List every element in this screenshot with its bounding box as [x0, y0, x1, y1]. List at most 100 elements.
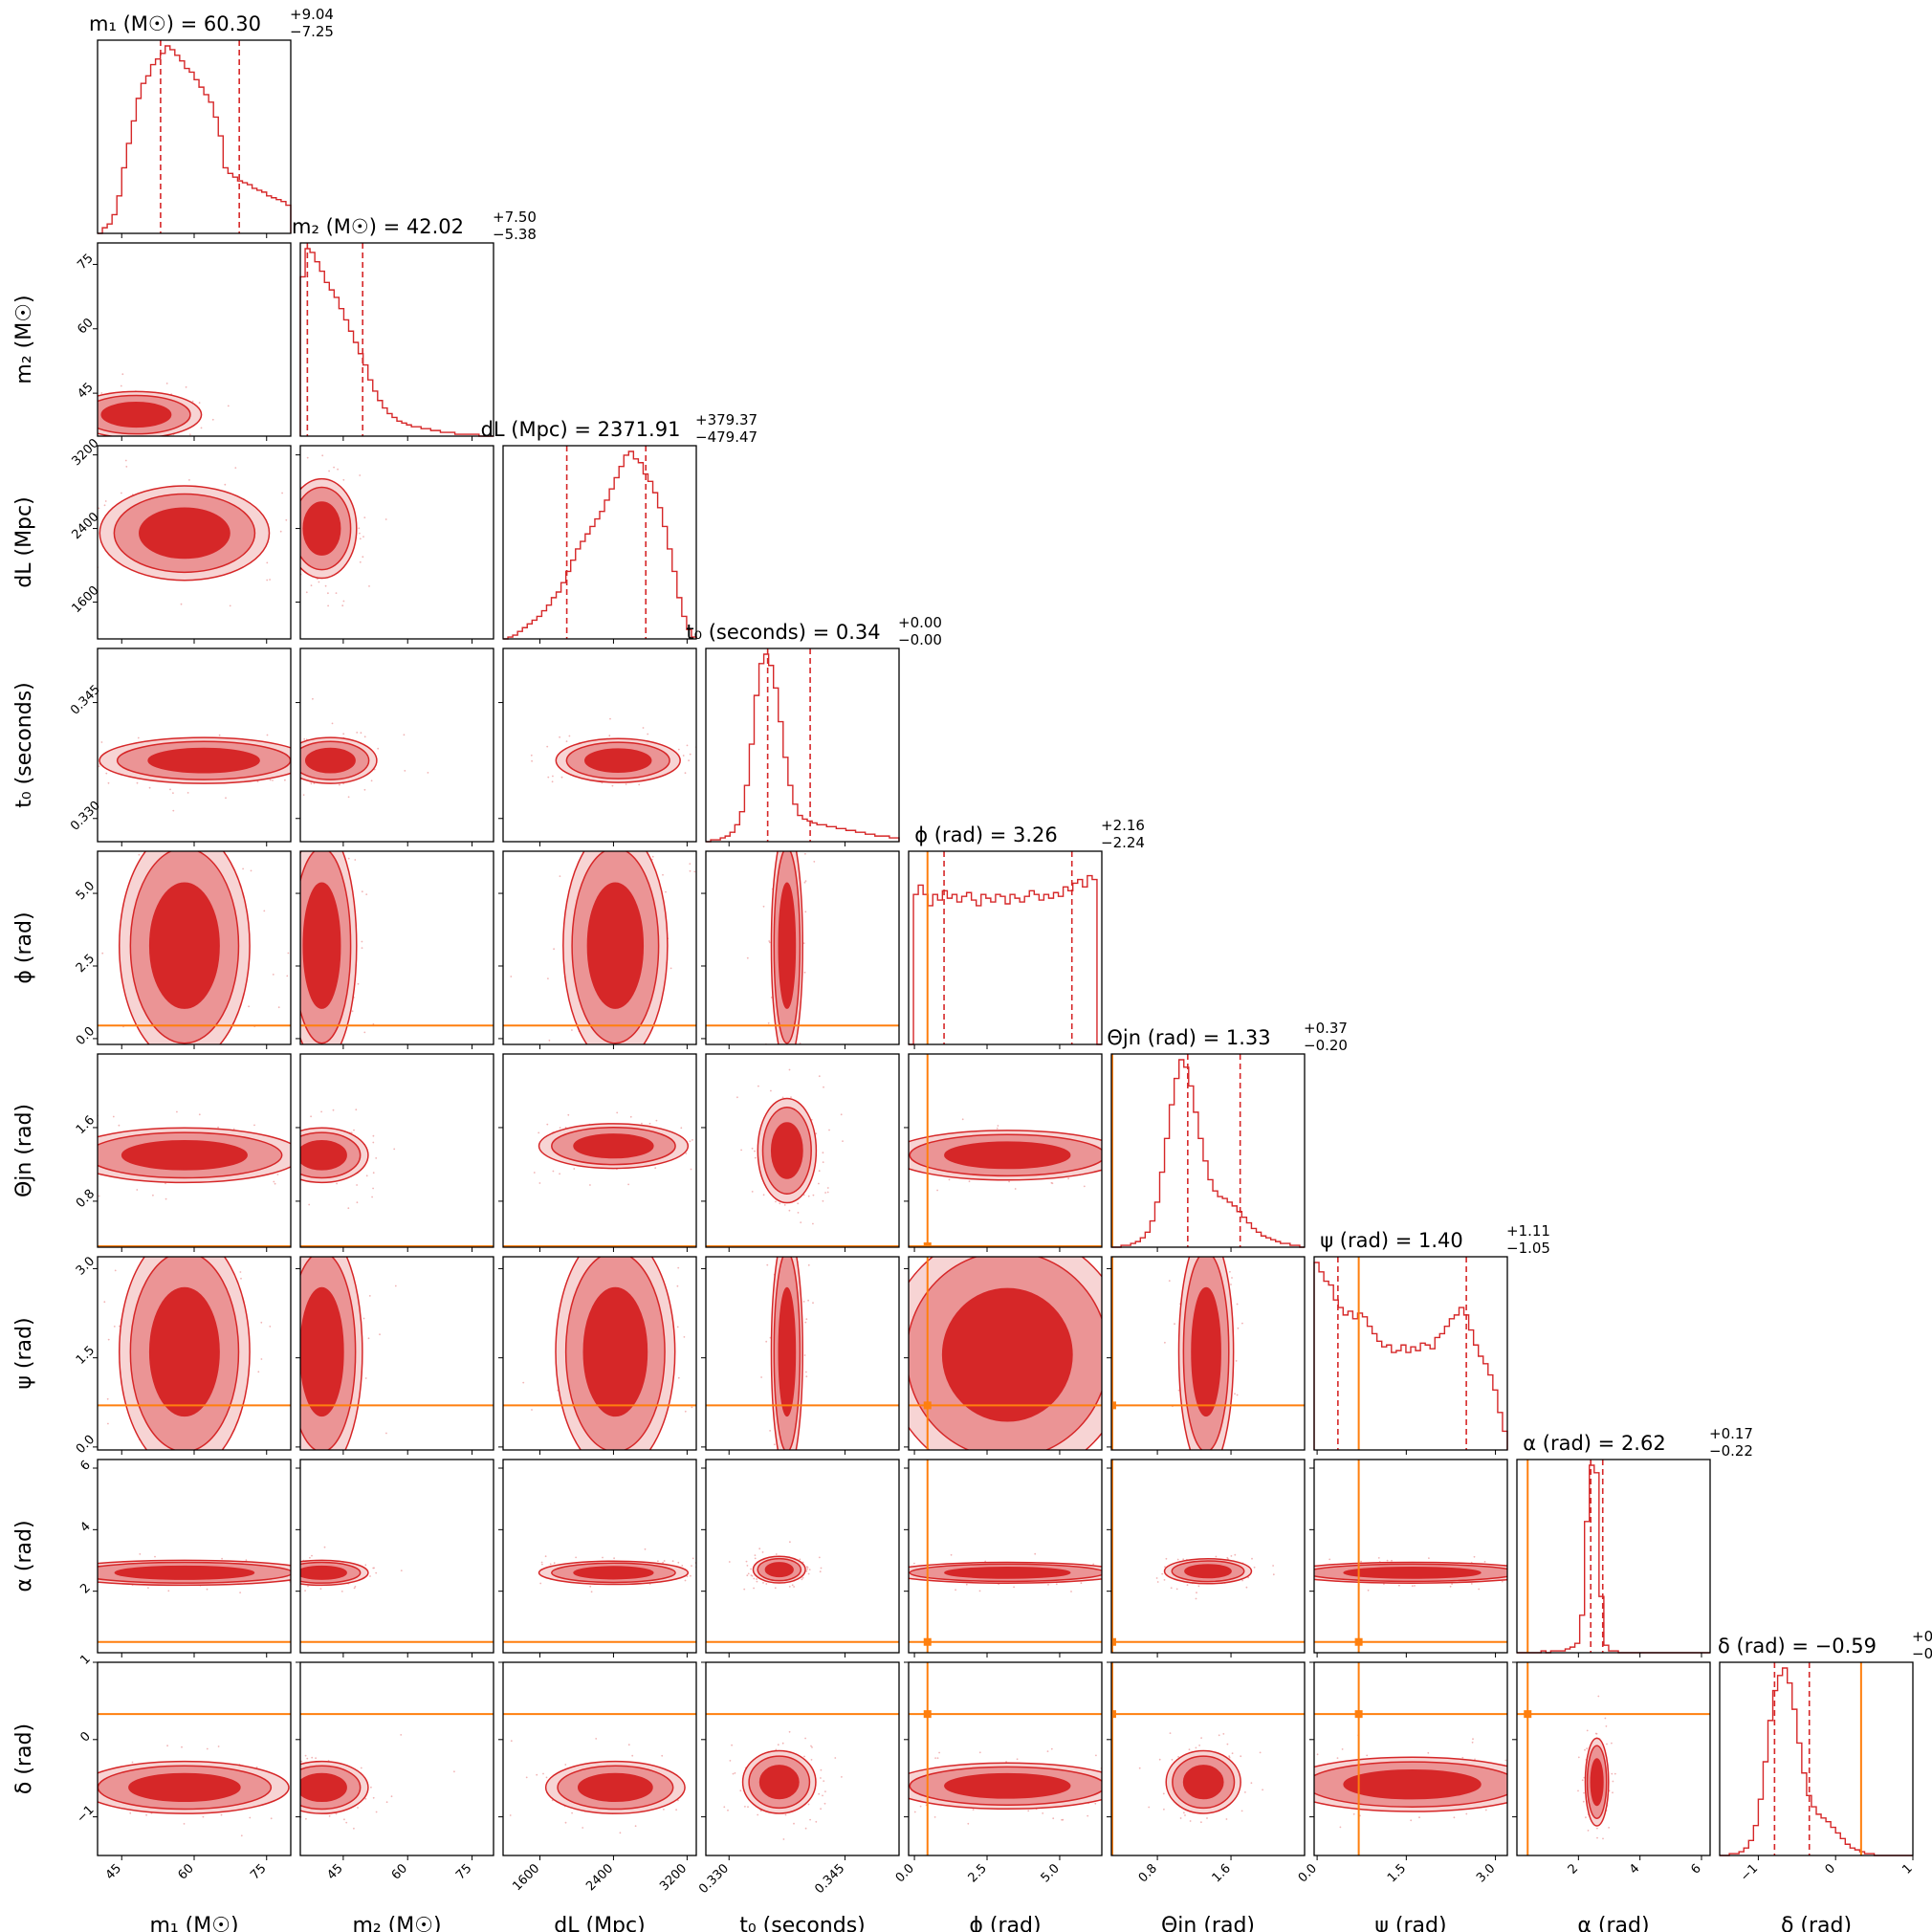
scatter-point-delta-m2	[385, 1801, 388, 1804]
scatter-point-delta-alpha	[1584, 1748, 1586, 1751]
scatter-point-delta-alpha	[1587, 1830, 1590, 1832]
scatter-point-psi-dL	[640, 1227, 642, 1229]
scatter-point-psi-m2	[287, 1363, 289, 1365]
scatter-point-delta-psi	[1282, 1753, 1284, 1755]
scatter-point-delta-m1	[83, 1770, 85, 1772]
density-t0-dL	[530, 717, 703, 791]
scatter-point-psi-m1	[114, 1269, 117, 1272]
scatter-point-delta-m2	[353, 1827, 355, 1830]
pair-panel-phi-m1: 0.0 2.5 5.0 ϕ (rad)	[12, 850, 292, 1049]
scatter-point-t0-m2	[363, 788, 366, 791]
scatter-point-theta_jn-m2	[295, 1152, 296, 1153]
scatter-point-alpha-phi	[901, 1583, 903, 1585]
histogram-phi	[909, 874, 1102, 1045]
scatter-point-delta-psi	[1427, 1751, 1430, 1754]
scatter-point-alpha-dL	[590, 1591, 593, 1593]
x-axis-label-delta: δ (rad)	[1781, 1914, 1852, 1932]
pair-panel-psi-phi	[883, 1256, 1103, 1547]
scatter-point-phi-t0	[779, 1070, 780, 1072]
scatter-point-delta-psi	[1256, 1776, 1258, 1778]
scatter-point-alpha-t0	[756, 1580, 758, 1583]
scatter-point-psi-m1	[106, 1397, 109, 1400]
contour-inner-t0-m2	[304, 747, 356, 774]
scatter-point-theta_jn-t0	[797, 1202, 800, 1205]
scatter-point-theta_jn-phi	[1155, 1164, 1157, 1166]
scatter-point-theta_jn-m1	[84, 1101, 86, 1103]
scatter-point-alpha-t0	[747, 1572, 750, 1575]
scatter-point-theta_jn-dL	[538, 1182, 541, 1184]
scatter-point-phi-m2	[354, 859, 357, 861]
scatter-point-alpha-dL	[717, 1575, 719, 1577]
x-axis-label-phi: ϕ (rad)	[969, 1914, 1041, 1932]
contour-inner-alpha-dL	[573, 1566, 654, 1580]
scatter-point-delta-theta_jn	[1184, 1814, 1186, 1816]
hist-panel-theta_jn: Θjn (rad) = 1.33 +0.37−0.20	[1107, 1020, 1348, 1252]
contour-inner-alpha-phi	[944, 1566, 1071, 1579]
scatter-point-alpha-m2	[375, 1571, 378, 1574]
scatter-point-delta-phi	[828, 1787, 830, 1789]
scatter-point-phi-m2	[361, 947, 363, 949]
scatter-point-psi-t0	[766, 1263, 769, 1266]
scatter-point-delta-alpha	[1614, 1772, 1616, 1775]
scatter-point-dL-m2	[283, 518, 285, 520]
scatter-point-theta_jn-dL	[702, 1134, 704, 1136]
contour-inner-theta_jn-dL	[573, 1133, 654, 1159]
x-tick-label-alpha: 4	[1627, 1861, 1642, 1877]
scatter-point-delta-psi	[1366, 1754, 1369, 1757]
scatter-point-phi-t0	[767, 1021, 770, 1024]
scatter-point-t0-dL	[682, 755, 685, 757]
scatter-point-phi-dL	[567, 831, 569, 833]
scatter-point-alpha-phi	[886, 1576, 888, 1578]
scatter-point-phi-m2	[296, 1020, 297, 1021]
scatter-point-theta_jn-dL	[655, 1119, 658, 1122]
pair-panel-delta-alpha: 2 4 6 α (rad)	[1512, 1661, 1711, 1932]
scatter-point-alpha-t0	[743, 1588, 746, 1591]
scatter-point-theta_jn-dL	[692, 1139, 693, 1141]
pair-panel-psi-t0	[701, 1256, 900, 1455]
scatter-point-psi-theta_jn	[1236, 1394, 1239, 1396]
scatter-point-t0-m1	[105, 772, 108, 775]
scatter-point-delta-m2	[292, 1790, 294, 1792]
scatter-point-t0-dL	[560, 776, 563, 779]
scatter-point-alpha-t0	[756, 1578, 757, 1580]
scatter-point-psi-t0	[805, 1318, 808, 1321]
scatter-point-theta_jn-phi	[1051, 1182, 1054, 1185]
scatter-point-theta_jn-t0	[840, 1113, 843, 1116]
scatter-point-t0-dL	[611, 784, 614, 787]
scatter-point-t0-dL	[688, 759, 690, 761]
scatter-point-delta-m2	[390, 1795, 393, 1798]
scatter-point-phi-t0	[799, 1055, 801, 1057]
scatter-point-theta_jn-m2	[292, 1152, 294, 1153]
panel-frame	[1313, 1661, 1508, 1856]
title-plus-psi: +1.11	[1506, 1222, 1550, 1240]
y-tick-label-delta: 0	[77, 1729, 93, 1745]
contour-inner-delta-t0	[758, 1765, 800, 1800]
scatter-point-psi-dL	[601, 1463, 603, 1465]
scatter-point-delta-psi	[1352, 1812, 1355, 1815]
scatter-point-psi-m1	[136, 1251, 138, 1253]
scatter-point-t0-m2	[403, 734, 406, 736]
scatter-point-psi-dL	[613, 1211, 615, 1213]
scatter-point-t0-dL	[701, 789, 703, 791]
scatter-point-delta-phi	[978, 1751, 981, 1754]
scatter-point-alpha-phi	[1122, 1564, 1124, 1566]
density-delta-alpha	[1517, 1662, 1710, 1855]
scatter-point-theta_jn-dL	[559, 1127, 561, 1129]
scatter-point-psi-dL	[691, 1406, 693, 1409]
y-tick-label-phi: 0.0	[74, 1024, 98, 1048]
scatter-point-phi-m1	[70, 1030, 72, 1032]
scatter-point-dL-m2	[335, 592, 338, 594]
scatter-point-psi-phi	[957, 1545, 959, 1547]
scatter-point-psi-phi	[883, 1518, 885, 1520]
scatter-point-alpha-dL	[467, 1579, 469, 1581]
scatter-point-m2-m1	[191, 400, 194, 403]
scatter-point-alpha-psi	[1561, 1558, 1563, 1560]
scatter-point-alpha-t0	[819, 1570, 822, 1573]
scatter-point-theta_jn-phi	[1104, 1171, 1106, 1173]
contour-inner-alpha-psi	[1343, 1566, 1482, 1579]
scatter-point-delta-psi	[1410, 1819, 1413, 1822]
scatter-point-phi-dL	[560, 795, 562, 797]
scatter-point-delta-m1	[183, 1823, 186, 1825]
title-dL: dL (Mpc) = 2371.91	[481, 418, 681, 441]
scatter-point-psi-m2	[379, 1333, 381, 1336]
